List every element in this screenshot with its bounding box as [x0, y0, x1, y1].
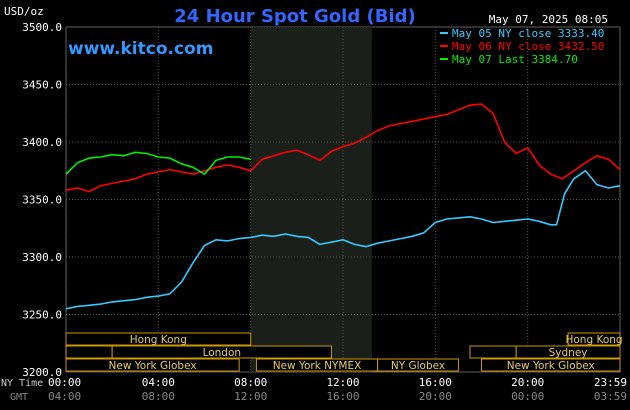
gmt-label: GMT	[10, 392, 28, 403]
ny-time-label: NY Time	[1, 378, 43, 389]
chart-title: 24 Hour Spot Gold (Bid)	[174, 6, 415, 27]
x-tick-label-gmt: 12:00	[234, 390, 267, 403]
x-tick-label-ny: 16:00	[419, 376, 452, 389]
x-tick-label-gmt: 20:00	[419, 390, 452, 403]
y-tick-label: 3450.0	[22, 79, 62, 92]
legend-label: May 06 NY close 3432.50	[452, 40, 604, 53]
session-label: London	[203, 347, 242, 359]
legend-label: May 07 Last 3384.70	[452, 53, 578, 66]
x-tick-label-gmt: 04:00	[48, 390, 81, 403]
session-label: Hong Kong	[130, 334, 187, 346]
session-box	[377, 358, 459, 372]
session-label: New York Globex	[507, 360, 595, 372]
y-tick-label: 3200.0	[22, 366, 62, 379]
session-label: Sydney	[549, 347, 588, 359]
x-tick-label-gmt: 08:00	[142, 390, 175, 403]
y-tick-label: 3350.0	[22, 194, 62, 207]
session-label: New York NYMEX	[273, 360, 362, 372]
x-tick-label-gmt: 00:00	[511, 390, 544, 403]
x-axis-ticks: 00:00 04:00 08:00 12:00 16:00 20:00 23:5904:00…	[48, 376, 627, 403]
y-tick-label: 3250.0	[22, 309, 62, 322]
shaded-session-region	[250, 27, 372, 372]
session-box	[567, 332, 621, 346]
series-line	[65, 103, 621, 193]
session-box	[65, 358, 240, 372]
x-tick-label-ny: 04:00	[142, 376, 175, 389]
session-box	[65, 345, 113, 359]
x-tick-label-ny: 08:00	[234, 376, 267, 389]
session-box	[111, 345, 332, 359]
x-tick-label-ny: 23:59	[594, 376, 627, 389]
price-series	[65, 103, 621, 310]
session-label: NY Globex	[391, 360, 445, 372]
session-box	[65, 332, 252, 346]
session-box	[515, 345, 621, 359]
x-tick-label-ny: 00:00	[48, 376, 81, 389]
grid	[65, 26, 621, 373]
session-box	[481, 358, 621, 372]
x-tick-label-gmt: 16:00	[326, 390, 359, 403]
shaded-region	[250, 27, 372, 372]
x-tick-label-ny: 20:00	[511, 376, 544, 389]
y-tick-label: 3500.0	[22, 21, 62, 34]
session-box	[469, 345, 517, 359]
y-axis-ticks: 3200.0 3250.0 3300.0 3350.0 3400.0 3450.0 3500…	[22, 21, 62, 379]
datetime-label: May 07, 2025 08:05	[489, 13, 608, 26]
session-label: Hong Kong	[565, 334, 622, 346]
y-tick-label: 3400.0	[22, 136, 62, 149]
legend-label: May 05 NY close 3333.40	[452, 27, 604, 40]
series-line	[65, 151, 251, 175]
units-label: USD/oz	[4, 5, 44, 18]
x-tick-label-ny: 12:00	[326, 376, 359, 389]
y-tick-label: 3300.0	[22, 251, 62, 264]
session-label: New York Globex	[109, 360, 197, 372]
series-line	[65, 170, 621, 310]
website-label: www.kitco.com	[68, 39, 213, 59]
x-tick-label-gmt: 03:59	[594, 390, 627, 403]
